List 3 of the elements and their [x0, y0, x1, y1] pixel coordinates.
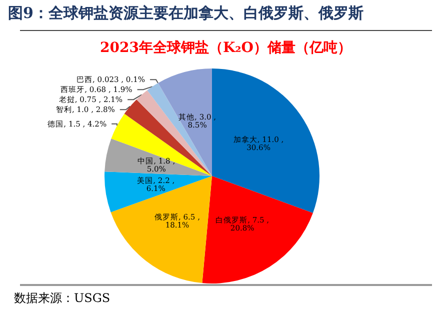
chart-subtitle: 2023年全球钾盐（K₂O）储量（亿吨）	[100, 40, 352, 56]
source-note: 数据来源：USGS	[14, 290, 110, 307]
chart-title: 图9：全球钾盐资源主要在加拿大、白俄罗斯、俄罗斯	[8, 4, 364, 23]
